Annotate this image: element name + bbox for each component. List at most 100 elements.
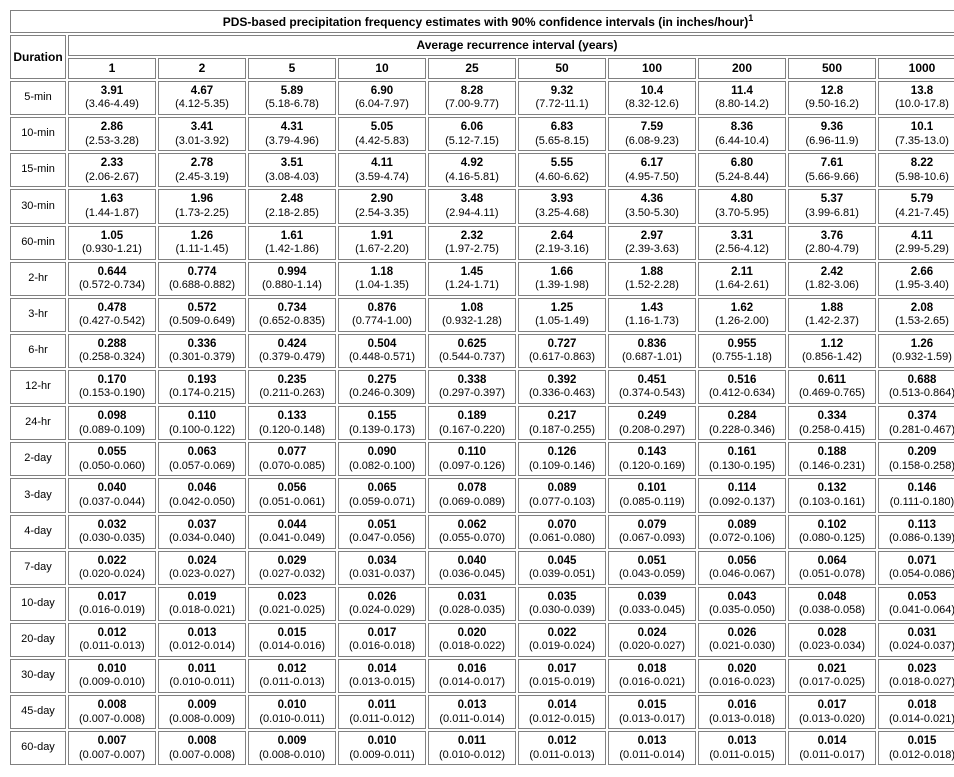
value-cell: 8.22(5.98-10.6) bbox=[878, 153, 954, 187]
confidence-interval: (2.39-3.63) bbox=[611, 243, 693, 257]
value-cell: 6.17(4.95-7.50) bbox=[608, 153, 696, 187]
value-cell: 0.014(0.013-0.015) bbox=[338, 659, 426, 693]
value-cell: 0.017(0.016-0.019) bbox=[68, 587, 156, 621]
value-cell: 0.007(0.007-0.007) bbox=[68, 731, 156, 765]
estimate-value: 0.015 bbox=[251, 626, 333, 640]
value-cell: 5.05(4.42-5.83) bbox=[338, 117, 426, 151]
value-cell: 0.015(0.012-0.018) bbox=[878, 731, 954, 765]
estimate-value: 0.955 bbox=[701, 337, 783, 351]
confidence-interval: (0.021-0.025) bbox=[251, 604, 333, 618]
estimate-value: 0.040 bbox=[431, 554, 513, 568]
confidence-interval: (0.228-0.346) bbox=[701, 424, 783, 438]
value-cell: 2.08(1.53-2.65) bbox=[878, 298, 954, 332]
duration-cell: 30-min bbox=[10, 189, 66, 223]
confidence-interval: (6.44-10.4) bbox=[701, 135, 783, 149]
estimate-value: 0.021 bbox=[791, 662, 873, 676]
value-cell: 0.043(0.035-0.050) bbox=[698, 587, 786, 621]
estimate-value: 1.05 bbox=[71, 229, 153, 243]
value-cell: 0.040(0.037-0.044) bbox=[68, 478, 156, 512]
value-cell: 0.039(0.033-0.045) bbox=[608, 587, 696, 621]
duration-cell: 12-hr bbox=[10, 370, 66, 404]
table-row: 7-day0.022(0.020-0.024)0.024(0.023-0.027… bbox=[10, 551, 954, 585]
estimate-value: 7.59 bbox=[611, 120, 693, 134]
estimate-value: 0.161 bbox=[701, 445, 783, 459]
value-cell: 0.089(0.077-0.103) bbox=[518, 478, 606, 512]
confidence-interval: (0.139-0.173) bbox=[341, 424, 423, 438]
estimate-value: 1.96 bbox=[161, 192, 243, 206]
estimate-value: 2.86 bbox=[71, 120, 153, 134]
estimate-value: 10.1 bbox=[881, 120, 954, 134]
value-cell: 0.012(0.011-0.013) bbox=[248, 659, 336, 693]
table-body: 5-min3.91(3.46-4.49)4.67(4.12-5.35)5.89(… bbox=[10, 81, 954, 765]
value-cell: 0.046(0.042-0.050) bbox=[158, 478, 246, 512]
table-row: 10-day0.017(0.016-0.019)0.019(0.018-0.02… bbox=[10, 587, 954, 621]
confidence-interval: (0.072-0.106) bbox=[701, 532, 783, 546]
confidence-interval: (0.011-0.012) bbox=[341, 713, 423, 727]
value-cell: 0.478(0.427-0.542) bbox=[68, 298, 156, 332]
table-title-text: PDS-based precipitation frequency estima… bbox=[223, 15, 748, 29]
estimate-value: 6.06 bbox=[431, 120, 513, 134]
value-cell: 4.36(3.50-5.30) bbox=[608, 189, 696, 223]
value-cell: 0.012(0.011-0.013) bbox=[518, 731, 606, 765]
duration-cell: 7-day bbox=[10, 551, 66, 585]
estimate-value: 0.478 bbox=[71, 301, 153, 315]
estimate-value: 3.93 bbox=[521, 192, 603, 206]
estimate-value: 0.133 bbox=[251, 409, 333, 423]
estimate-value: 3.51 bbox=[251, 156, 333, 170]
confidence-interval: (0.379-0.479) bbox=[251, 351, 333, 365]
confidence-interval: (0.010-0.011) bbox=[251, 713, 333, 727]
estimate-value: 0.010 bbox=[341, 734, 423, 748]
confidence-interval: (0.070-0.085) bbox=[251, 460, 333, 474]
confidence-interval: (0.167-0.220) bbox=[431, 424, 513, 438]
value-cell: 0.126(0.109-0.146) bbox=[518, 442, 606, 476]
confidence-interval: (0.011-0.014) bbox=[431, 713, 513, 727]
value-cell: 13.8(10.0-17.8) bbox=[878, 81, 954, 115]
estimate-value: 0.008 bbox=[71, 698, 153, 712]
estimate-value: 0.193 bbox=[161, 373, 243, 387]
confidence-interval: (4.21-7.45) bbox=[881, 207, 954, 221]
confidence-interval: (0.097-0.126) bbox=[431, 460, 513, 474]
estimate-value: 0.023 bbox=[251, 590, 333, 604]
value-cell: 1.63(1.44-1.87) bbox=[68, 189, 156, 223]
duration-cell: 5-min bbox=[10, 81, 66, 115]
estimate-value: 0.078 bbox=[431, 481, 513, 495]
estimate-value: 0.275 bbox=[341, 373, 423, 387]
confidence-interval: (3.99-6.81) bbox=[791, 207, 873, 221]
confidence-interval: (0.011-0.015) bbox=[701, 749, 783, 763]
confidence-interval: (1.24-1.71) bbox=[431, 279, 513, 293]
value-cell: 2.78(2.45-3.19) bbox=[158, 153, 246, 187]
table-row: 60-min1.05(0.930-1.21)1.26(1.11-1.45)1.6… bbox=[10, 226, 954, 260]
value-cell: 0.727(0.617-0.863) bbox=[518, 334, 606, 368]
confidence-interval: (4.42-5.83) bbox=[341, 135, 423, 149]
value-cell: 0.098(0.089-0.109) bbox=[68, 406, 156, 440]
value-cell: 3.51(3.08-4.03) bbox=[248, 153, 336, 187]
value-cell: 8.36(6.44-10.4) bbox=[698, 117, 786, 151]
confidence-interval: (3.46-4.49) bbox=[71, 98, 153, 112]
value-cell: 4.11(2.99-5.29) bbox=[878, 226, 954, 260]
value-cell: 0.016(0.013-0.018) bbox=[698, 695, 786, 729]
confidence-interval: (1.42-2.37) bbox=[791, 315, 873, 329]
value-cell: 0.955(0.755-1.18) bbox=[698, 334, 786, 368]
table-row: 3-hr0.478(0.427-0.542)0.572(0.509-0.649)… bbox=[10, 298, 954, 332]
estimate-value: 0.013 bbox=[701, 734, 783, 748]
estimate-value: 3.91 bbox=[71, 84, 153, 98]
confidence-interval: (0.211-0.263) bbox=[251, 387, 333, 401]
confidence-interval: (0.010-0.012) bbox=[431, 749, 513, 763]
confidence-interval: (0.008-0.010) bbox=[251, 749, 333, 763]
estimate-value: 1.88 bbox=[791, 301, 873, 315]
table-title: PDS-based precipitation frequency estima… bbox=[10, 10, 954, 33]
value-cell: 0.017(0.016-0.018) bbox=[338, 623, 426, 657]
value-cell: 11.4(8.80-14.2) bbox=[698, 81, 786, 115]
estimate-value: 13.8 bbox=[881, 84, 954, 98]
value-cell: 0.011(0.010-0.011) bbox=[158, 659, 246, 693]
estimate-value: 0.012 bbox=[521, 734, 603, 748]
confidence-interval: (0.061-0.080) bbox=[521, 532, 603, 546]
duration-cell: 2-day bbox=[10, 442, 66, 476]
estimate-value: 2.32 bbox=[431, 229, 513, 243]
column-header: 2 bbox=[158, 58, 246, 79]
estimate-value: 0.217 bbox=[521, 409, 603, 423]
confidence-interval: (2.53-3.28) bbox=[71, 135, 153, 149]
confidence-interval: (0.687-1.01) bbox=[611, 351, 693, 365]
value-cell: 0.056(0.046-0.067) bbox=[698, 551, 786, 585]
value-cell: 0.070(0.061-0.080) bbox=[518, 515, 606, 549]
